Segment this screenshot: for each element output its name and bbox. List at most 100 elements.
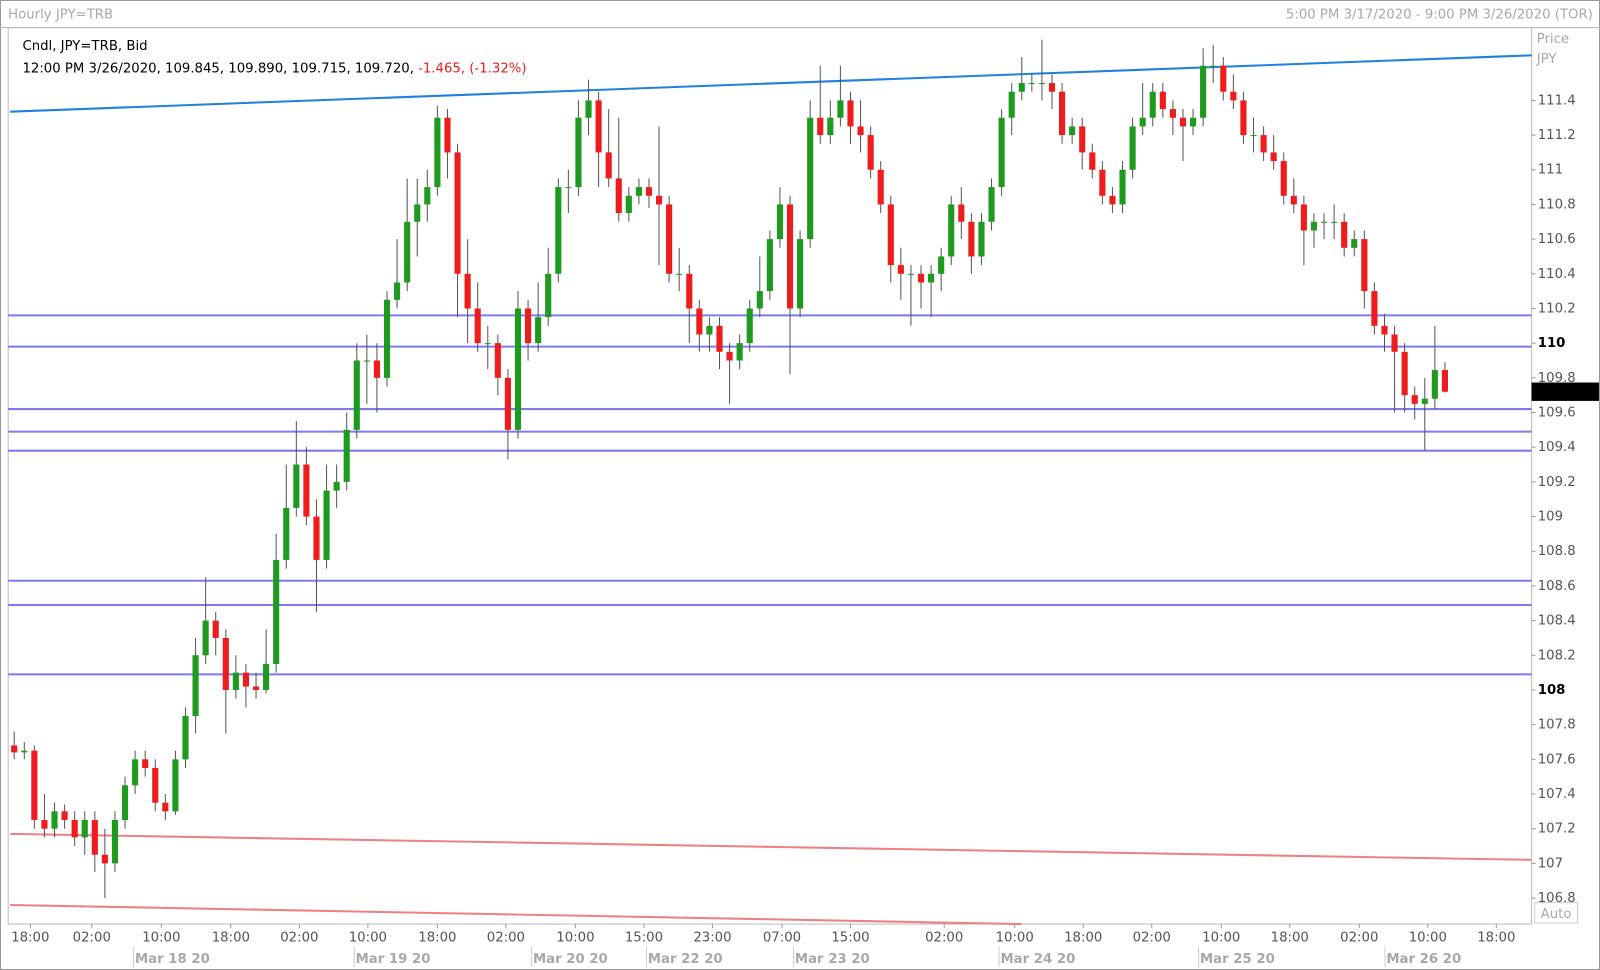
candle-body (1119, 169, 1126, 205)
x-tick-label: 15:00 (831, 930, 869, 945)
y-tick-label: 110.6 (1538, 232, 1576, 247)
candle-body (273, 559, 280, 664)
candle-body (504, 377, 511, 430)
x-tick-label: 18:00 (1064, 930, 1102, 945)
candle-body (676, 273, 683, 275)
date-label: Mar 25 20 (1200, 952, 1275, 967)
candle-body (212, 620, 219, 638)
candle-body (1059, 91, 1066, 136)
candle-body (111, 820, 119, 864)
candle-body (545, 273, 552, 318)
x-tick-label: 23:00 (693, 930, 731, 945)
auto-label[interactable]: Auto (1541, 907, 1572, 922)
candle-body (414, 204, 421, 222)
candle-body (1169, 109, 1176, 118)
candle-body (383, 299, 391, 378)
x-tick-label: 15:00 (625, 930, 663, 945)
candle-body (333, 481, 340, 491)
candle-body (1361, 239, 1368, 292)
date-label: Mar 18 20 (135, 952, 210, 967)
candle-body (192, 655, 199, 716)
legend-values: 12:00 PM 3/26/2020, 109.845, 109.890, 10… (22, 61, 526, 76)
candle-body (434, 117, 441, 188)
x-tick-label: 18:00 (418, 930, 456, 945)
x-tick-label: 18:00 (1271, 930, 1309, 945)
candle-body (1179, 117, 1187, 127)
trendline (10, 54, 1532, 113)
candle-body (484, 343, 491, 345)
candle-body (232, 672, 239, 690)
x-tick-label: 02:00 (487, 930, 525, 945)
candle-body (11, 745, 18, 753)
date-label: Mar 23 20 (795, 952, 870, 967)
candle-body (827, 117, 834, 136)
y-tick-label: 108.6 (1538, 579, 1576, 594)
candle-body (142, 759, 149, 768)
y-tick-label: 109.6 (1538, 406, 1576, 421)
axis-title: Price (1537, 32, 1569, 47)
candle-body (686, 273, 693, 309)
date-label: Mar 20 20 (533, 952, 608, 967)
candle-body (222, 637, 229, 690)
candle-body (444, 117, 451, 153)
y-tick-label: 107 (1538, 856, 1563, 871)
x-tick-label: 10:00 (996, 930, 1034, 945)
candle-body (343, 429, 350, 482)
candle-body (283, 507, 290, 560)
date-label: Mar 24 20 (1000, 952, 1075, 967)
y-tick-label: 110.8 (1538, 197, 1576, 212)
candle-body (91, 820, 98, 855)
y-tick-label: 108.8 (1538, 544, 1576, 559)
candle-body (525, 308, 532, 344)
candle-body (726, 351, 733, 361)
x-tick-label: 02:00 (280, 930, 318, 945)
candle-body (1099, 169, 1106, 196)
candle-body (786, 204, 794, 309)
candle-body (31, 750, 38, 821)
candle-body (595, 100, 602, 153)
x-tick-label: 07:00 (763, 930, 801, 945)
candle-body (817, 117, 824, 136)
candle-body (766, 239, 773, 292)
candle-body (1421, 398, 1428, 404)
candle-body (887, 204, 894, 266)
candle-body (1411, 395, 1418, 404)
candle-body (1371, 291, 1378, 326)
candle-body (1270, 152, 1277, 162)
candle-body (464, 273, 471, 309)
candle-body (746, 308, 753, 344)
candle-body (242, 672, 250, 687)
header-range: 5:00 PM 3/17/2020 - 9:00 PM 3/26/2020 (T… (1286, 7, 1593, 22)
legend-change: -1.465, (-1.32%) (418, 61, 526, 76)
candle-body (696, 308, 703, 335)
y-tick-label: 108.2 (1538, 648, 1576, 663)
candle-body (605, 152, 612, 179)
candle-body (625, 195, 632, 214)
y-tick-label: 107.4 (1538, 787, 1576, 802)
date-label: Mar 26 20 (1386, 952, 1461, 967)
candle-body (1200, 65, 1207, 118)
y-tick-label: 109.4 (1538, 440, 1576, 455)
x-tick-label: 10:00 (142, 930, 180, 945)
candle-body (1028, 83, 1035, 85)
x-tick-label: 10:00 (1409, 930, 1447, 945)
candle-body (162, 802, 169, 812)
candle-body (645, 187, 653, 196)
candle-body (424, 187, 431, 205)
candle-body (807, 117, 814, 240)
auto-button[interactable] (1534, 902, 1579, 924)
candle-body (494, 343, 501, 378)
candle-body (1038, 83, 1045, 85)
candle-body (756, 291, 763, 309)
date-label: Mar 19 20 (356, 952, 431, 967)
x-tick-label: 18:00 (212, 930, 250, 945)
candle-body (1089, 152, 1096, 170)
candle-body (716, 325, 723, 352)
candle-body (635, 187, 642, 196)
x-tick-label: 18:00 (11, 930, 49, 945)
candle-body (51, 811, 58, 829)
y-tick-label: 109 (1538, 510, 1563, 525)
candle-body (61, 811, 68, 821)
x-tick-label: 02:00 (1133, 930, 1171, 945)
